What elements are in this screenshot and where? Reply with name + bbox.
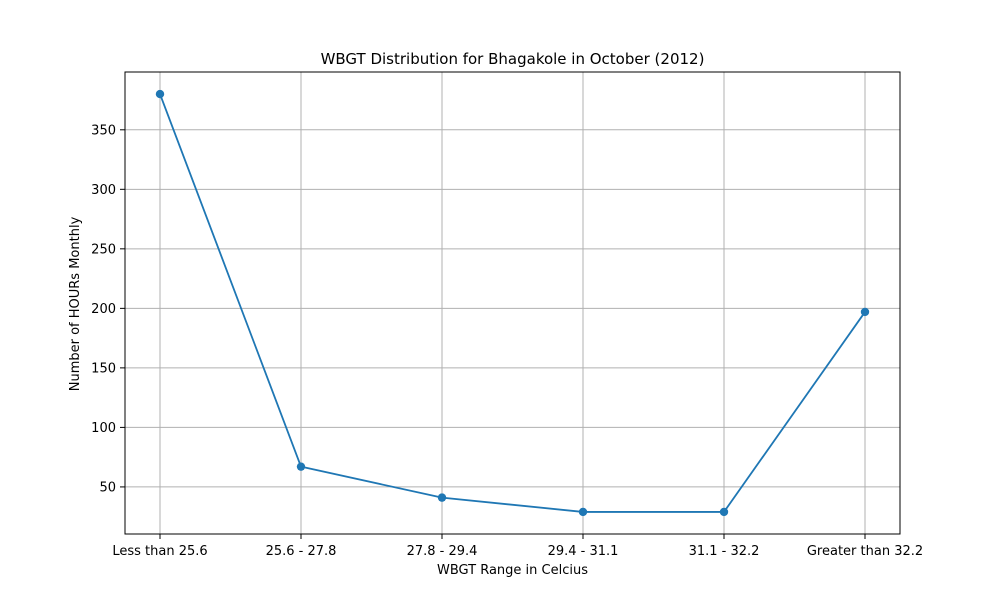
x-axis-label: WBGT Range in Celcius — [437, 563, 588, 578]
data-point — [155, 89, 165, 99]
data-point — [437, 493, 447, 502]
data-point — [578, 507, 588, 517]
x-tick-label: Greater than 32.2 — [807, 544, 923, 559]
chart-title: WBGT Distribution for Bhagakole in Octob… — [321, 50, 705, 68]
plot-frame — [124, 71, 901, 535]
y-tick-label: 350 — [91, 123, 116, 138]
y-tick-label: 100 — [91, 421, 116, 436]
x-tick-label: 31.1 - 32.2 — [689, 544, 760, 559]
axes: Less than 25.6 25.6 - 27.8 27.8 - 29.4 29.4… — [91, 71, 923, 559]
x-tick-label: Less than 25.6 — [112, 544, 207, 559]
y-axis-label: Number of HOURs Monthly — [68, 216, 83, 391]
grid — [125, 72, 900, 534]
x-tick-label: 25.6 - 27.8 — [266, 544, 337, 559]
y-tick-label: 300 — [91, 183, 116, 198]
series-line — [159, 93, 866, 513]
y-tick-label: 200 — [91, 302, 116, 317]
y-tick-label: 50 — [99, 480, 116, 495]
series-layer — [155, 89, 870, 517]
x-tick-label: 27.8 - 29.4 — [407, 544, 478, 559]
data-point — [296, 462, 306, 471]
y-tick-label: 250 — [91, 242, 116, 257]
y-tick-label: 150 — [91, 361, 116, 376]
data-point — [860, 307, 870, 317]
data-point — [719, 507, 729, 517]
x-tick-label: 29.4 - 31.1 — [548, 544, 619, 559]
